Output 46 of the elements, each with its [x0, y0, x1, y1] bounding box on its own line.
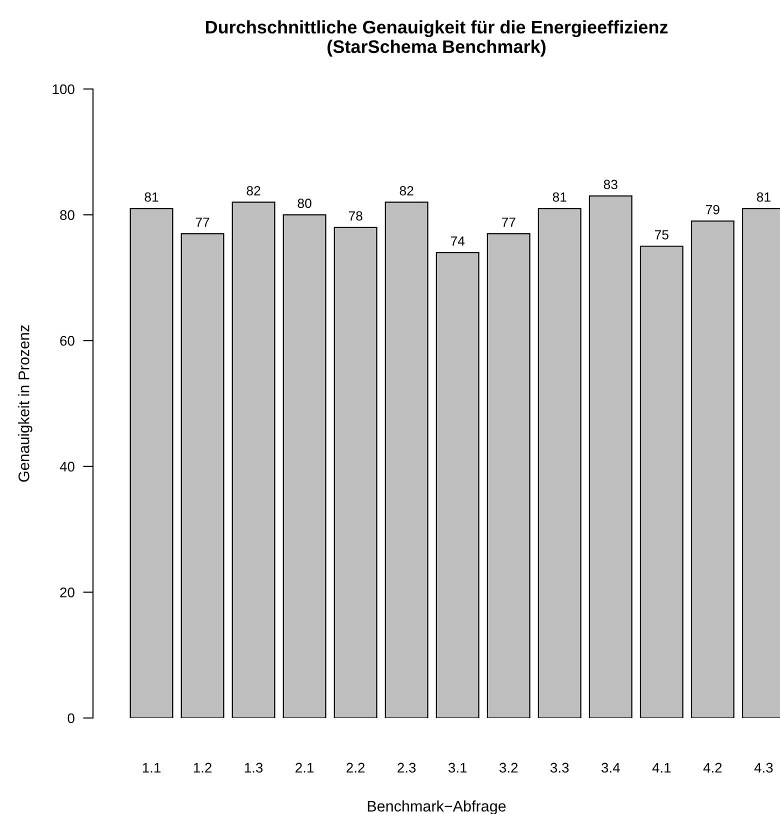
bar: [232, 202, 276, 718]
bar: [180, 233, 224, 718]
x-tick-label: 1.2: [194, 762, 212, 773]
x-tick-label: 3.1: [448, 762, 467, 773]
x-tick-label: 4.2: [703, 762, 722, 773]
y-tick-label: 20: [60, 588, 74, 598]
data-label: 74: [450, 236, 465, 246]
x-tick-label: 4.3: [754, 762, 773, 773]
data-label: 77: [196, 218, 210, 227]
data-label: 81: [144, 192, 158, 202]
bar: [486, 233, 530, 718]
x-tick-label: 1.1: [142, 762, 160, 773]
data-label: 81: [756, 192, 770, 202]
data-label: 79: [706, 204, 720, 214]
bar: [384, 202, 428, 718]
x-tick-label: 3.3: [550, 762, 569, 773]
bar: [690, 220, 734, 718]
data-label: 75: [654, 230, 668, 240]
bar: [640, 246, 684, 718]
y-tick-label: 80: [60, 210, 74, 220]
y-axis-title: Genauigkeit in Prozenz: [18, 325, 32, 482]
bar: [334, 226, 378, 718]
x-tick-label: 2.1: [296, 762, 314, 773]
x-tick-label: 2.3: [398, 762, 416, 773]
x-tick-label: 3.4: [602, 762, 620, 773]
data-label: 78: [348, 211, 362, 221]
chart-title: Durchschnittliche Genauigkeit für die Energieeffizienz (StarSchema Benchmark): [206, 20, 668, 57]
data-label: 82: [246, 186, 260, 196]
x-tick-label: 2.2: [346, 762, 365, 773]
bar: [538, 208, 582, 718]
bar: [282, 214, 326, 718]
x-tick-label: 3.2: [499, 762, 518, 773]
data-label: 82: [400, 186, 414, 196]
x-tick-label: 4.1: [652, 762, 671, 773]
y-tick-label: 100: [52, 84, 74, 94]
y-tick-label: 40: [60, 462, 74, 472]
data-label: 77: [502, 218, 516, 227]
y-tick-label: 60: [60, 336, 74, 346]
data-label: 81: [552, 192, 566, 202]
data-label: 83: [604, 180, 618, 190]
bar: [130, 208, 174, 718]
data-label: 80: [298, 198, 312, 208]
y-tick-label: 0: [68, 713, 74, 724]
x-tick-label: 1.3: [244, 762, 263, 773]
bar: [436, 252, 480, 718]
bar: [588, 195, 632, 718]
